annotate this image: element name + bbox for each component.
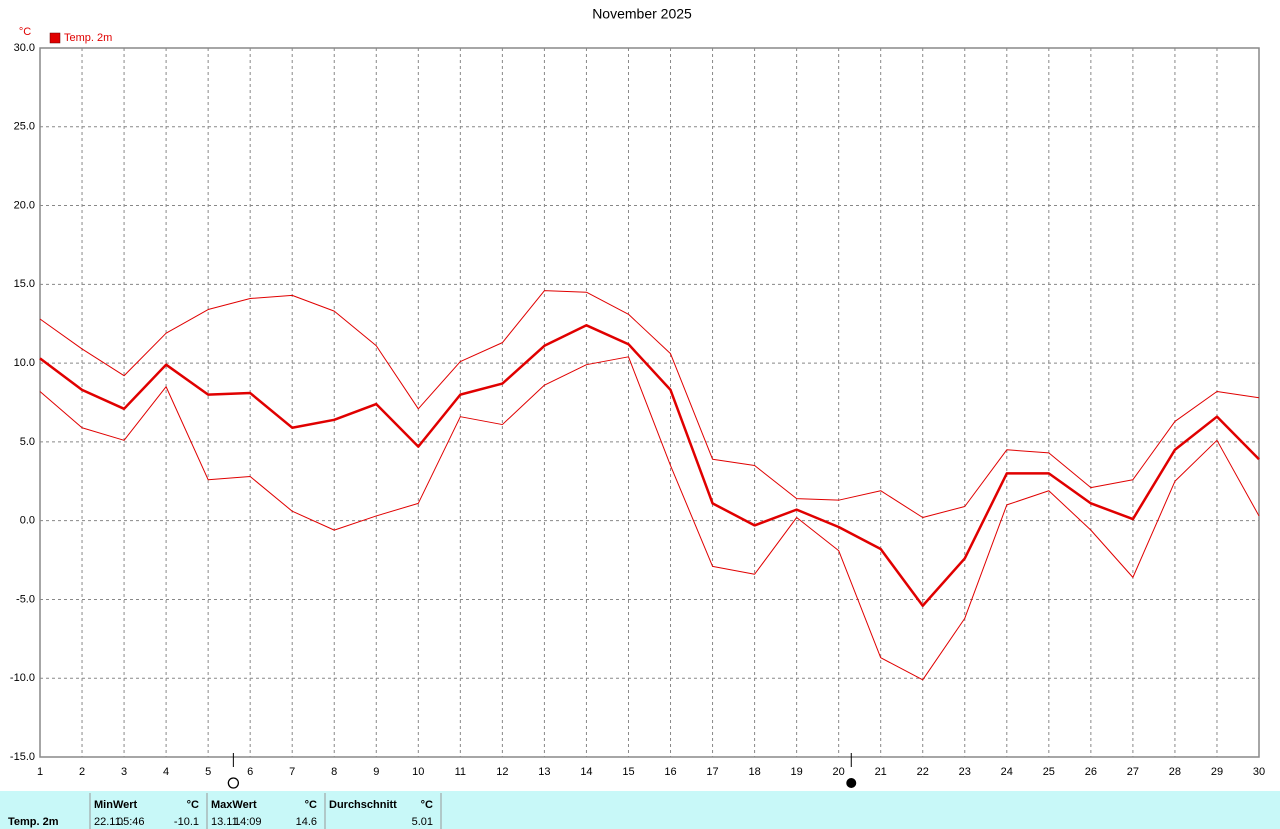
chart-title: November 2025 — [592, 6, 692, 22]
y-tick-label: 20.0 — [14, 199, 35, 211]
y-tick-label: 30.0 — [14, 42, 35, 54]
x-tick-label: 26 — [1085, 766, 1097, 778]
x-tick-label: 4 — [163, 766, 169, 778]
stats-value: 5.01 — [412, 816, 433, 828]
full-moon — [227, 777, 240, 789]
x-tick-label: 7 — [289, 766, 295, 778]
x-tick-label: 6 — [247, 766, 253, 778]
x-tick-label: 12 — [496, 766, 508, 778]
stats-value: -10.1 — [174, 816, 199, 828]
stats-date: 22.11. — [94, 816, 124, 828]
x-tick-label: 17 — [706, 766, 718, 778]
stats-time: 05:46 — [117, 816, 145, 828]
x-tick-label: 11 — [455, 766, 466, 778]
x-tick-label: 14 — [580, 766, 592, 778]
stats-title: Durchschnitt — [329, 799, 397, 811]
x-tick-label: 23 — [959, 766, 971, 778]
y-tick-label: 25.0 — [14, 121, 35, 133]
stats-title: MinWert — [94, 799, 138, 811]
stats-value: 14.6 — [296, 816, 317, 828]
x-tick-label: 3 — [121, 766, 127, 778]
x-tick-label: 30 — [1253, 766, 1265, 778]
x-tick-label: 19 — [790, 766, 802, 778]
x-tick-label: 18 — [748, 766, 760, 778]
stats-bar — [0, 791, 1280, 829]
stats-unit: °C — [305, 799, 317, 811]
stats-title: MaxWert — [211, 799, 257, 811]
y-unit: °C — [19, 26, 31, 38]
y-tick-label: -10.0 — [10, 672, 35, 684]
stats-unit: °C — [187, 799, 199, 811]
y-tick-label: 10.0 — [14, 357, 35, 369]
x-tick-label: 5 — [205, 766, 211, 778]
y-tick-label: 15.0 — [14, 278, 35, 290]
stats-date: 13.11. — [211, 816, 241, 828]
plot-border — [39, 47, 1260, 758]
new-moon — [846, 778, 857, 788]
x-tick-label: 1 — [37, 766, 43, 778]
x-tick-label: 24 — [1001, 766, 1013, 778]
x-tick-label: 15 — [622, 766, 634, 778]
x-tick-label: 2 — [79, 766, 85, 778]
y-tick-label: -5.0 — [16, 593, 35, 605]
x-tick-label: 13 — [538, 766, 550, 778]
y-tick-label: 5.0 — [20, 436, 35, 448]
legend-label: Temp. 2m — [64, 32, 112, 44]
series-line — [39, 356, 1260, 681]
series-line — [39, 324, 1260, 607]
x-tick-label: 22 — [917, 766, 929, 778]
x-tick-label: 20 — [833, 766, 845, 778]
series-line — [39, 290, 1260, 519]
x-tick-label: 10 — [412, 766, 424, 778]
x-tick-label: 29 — [1211, 766, 1223, 778]
x-tick-label: 27 — [1127, 766, 1139, 778]
stats-unit: °C — [421, 799, 433, 811]
x-tick-label: 16 — [664, 766, 676, 778]
stats-label: Temp. 2m — [8, 816, 59, 828]
x-tick-label: 28 — [1169, 766, 1181, 778]
x-tick-label: 25 — [1043, 766, 1055, 778]
x-tick-label: 8 — [331, 766, 337, 778]
x-tick-label: 9 — [373, 766, 379, 778]
legend-swatch — [49, 32, 61, 44]
stats-time: 14:09 — [234, 816, 262, 828]
y-tick-label: 0.0 — [20, 515, 35, 527]
y-tick-label: -15.0 — [10, 751, 35, 763]
x-tick-label: 21 — [875, 766, 887, 778]
plot-area — [40, 48, 1259, 757]
